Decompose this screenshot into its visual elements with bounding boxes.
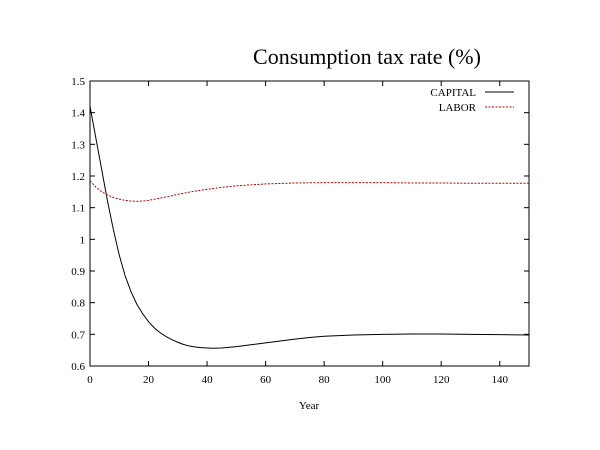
y-tick-label: 1.5 — [71, 76, 85, 88]
y-tick-label: 1.1 — [71, 203, 85, 215]
legend: CAPITAL LABOR — [430, 87, 514, 114]
series-lines — [89, 106, 530, 349]
x-tick-label: 20 — [143, 374, 155, 386]
x-tick-label: 0 — [87, 374, 93, 386]
series-line-capital — [89, 106, 530, 349]
x-axis-label: Year — [299, 400, 320, 412]
x-tick-label: 100 — [374, 374, 391, 386]
axis-ticks — [89, 80, 529, 367]
chart-title: Consumption tax rate (%) — [253, 44, 481, 69]
y-tick-label: 1.2 — [71, 171, 85, 183]
y-tick-label: 0.9 — [71, 266, 85, 278]
x-tick-label: 60 — [260, 374, 272, 386]
legend-label-capital: CAPITAL — [430, 87, 476, 99]
y-tick-label: 1 — [80, 234, 86, 246]
plot-frame — [89, 80, 530, 367]
x-tick-label: 140 — [491, 374, 508, 386]
tick-labels: 0 20 40 60 80 100 120 140 0.6 0.7 0.8 0.9 1 1.1 1.2 1.3… — [71, 76, 508, 386]
x-tick-label: 40 — [202, 374, 214, 386]
y-tick-label: 0.8 — [71, 298, 85, 310]
y-tick-label: 1.3 — [71, 139, 85, 151]
x-tick-label: 120 — [433, 374, 450, 386]
series-line-labor — [89, 180, 529, 202]
x-tick-label: 80 — [319, 374, 331, 386]
y-tick-label: 0.6 — [71, 361, 85, 373]
legend-label-labor: LABOR — [439, 102, 477, 114]
y-tick-label: 0.7 — [71, 329, 85, 341]
y-tick-label: 1.4 — [71, 108, 85, 120]
